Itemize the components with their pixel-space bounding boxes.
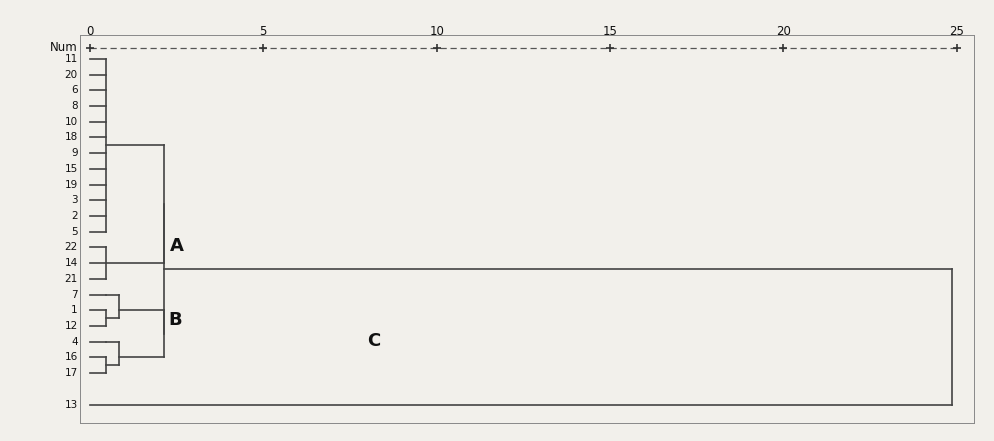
Text: 22: 22 [65,243,78,252]
Text: 14: 14 [65,258,78,268]
Text: 11: 11 [65,54,78,64]
Text: 16: 16 [65,352,78,363]
Text: 18: 18 [65,132,78,142]
Text: Num: Num [50,41,78,54]
Text: 2: 2 [72,211,78,221]
Text: 0: 0 [86,25,93,37]
Text: 10: 10 [65,117,78,127]
Text: 1: 1 [72,305,78,315]
Text: 15: 15 [65,164,78,174]
Text: 7: 7 [72,290,78,299]
Text: A: A [170,237,184,255]
Text: 4: 4 [72,336,78,347]
Text: 21: 21 [65,274,78,284]
Text: 20: 20 [776,25,791,37]
Text: 13: 13 [65,400,78,410]
Text: 20: 20 [65,70,78,79]
Text: B: B [168,311,182,329]
Text: 5: 5 [72,227,78,237]
Text: 19: 19 [65,179,78,190]
Text: 25: 25 [949,25,964,37]
Text: 15: 15 [602,25,617,37]
Text: 9: 9 [72,148,78,158]
Text: 8: 8 [72,101,78,111]
Text: 12: 12 [65,321,78,331]
Text: 5: 5 [259,25,267,37]
Text: 10: 10 [429,25,444,37]
Text: 17: 17 [65,368,78,378]
Text: 3: 3 [72,195,78,205]
Text: C: C [368,333,381,351]
Text: 6: 6 [72,85,78,95]
